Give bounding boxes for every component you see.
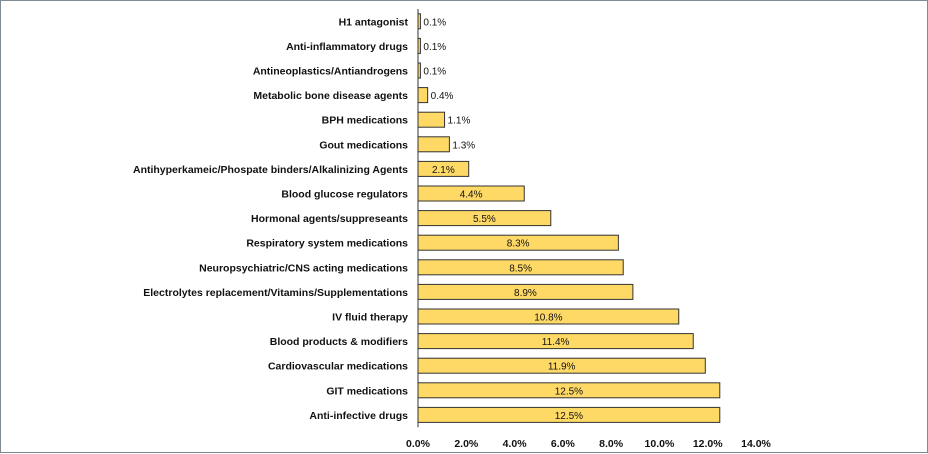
category-label-gout-medications: Gout medications bbox=[319, 139, 408, 151]
x-tick-label-2: 4.0% bbox=[503, 438, 528, 450]
value-label-cardiovascular-medications: 11.9% bbox=[548, 362, 576, 373]
category-label-electrolytes-replacement-vitamins-supplementations: Electrolytes replacement/Vitamins/Supple… bbox=[143, 287, 408, 299]
category-label-respiratory-system-medications: Respiratory system medications bbox=[246, 238, 408, 250]
bar-metabolic-bone-disease-agents bbox=[417, 87, 429, 104]
value-label-electrolytes-replacement-vitamins-supplementations: 8.9% bbox=[514, 288, 537, 299]
category-label-antineoplastics-antiandrogens: Antineoplastics/Antiandrogens bbox=[253, 66, 408, 78]
category-label-hormonal-agents-suppreseants: Hormonal agents/suppreseants bbox=[251, 213, 408, 225]
category-label-neuropsychiatric-cns-acting-medications: Neuropsychiatric/CNS acting medications bbox=[199, 262, 408, 274]
bar-gout-medications bbox=[417, 136, 450, 153]
bar-bph-medications bbox=[417, 111, 446, 128]
value-label-blood-glucose-regulators: 4.4% bbox=[460, 190, 483, 201]
category-label-cardiovascular-medications: Cardiovascular medications bbox=[268, 361, 408, 373]
category-label-h1-antagonist: H1 antagonist bbox=[339, 16, 409, 28]
x-tick-label-7: 14.0% bbox=[741, 438, 771, 450]
category-label-metabolic-bone-disease-agents: Metabolic bone disease agents bbox=[253, 90, 408, 102]
value-label-anti-infective-drugs: 12.5% bbox=[555, 411, 583, 422]
value-label-neuropsychiatric-cns-acting-medications: 8.5% bbox=[509, 263, 532, 274]
category-label-antihyperkameic-phospate-binders-alkalinizing-agents: Antihyperkameic/Phospate binders/Alkalin… bbox=[133, 164, 408, 176]
value-label-anti-inflammatory-drugs: 0.1% bbox=[423, 42, 446, 53]
value-label-respiratory-system-medications: 8.3% bbox=[507, 239, 530, 250]
x-tick-label-4: 8.0% bbox=[599, 438, 624, 450]
category-label-git-medications: GIT medications bbox=[326, 385, 408, 397]
category-label-bph-medications: BPH medications bbox=[322, 115, 409, 127]
value-label-h1-antagonist: 0.1% bbox=[423, 17, 446, 28]
value-label-hormonal-agents-suppreseants: 5.5% bbox=[473, 214, 496, 225]
x-tick-label-5: 10.0% bbox=[645, 438, 675, 450]
value-label-gout-medications: 1.3% bbox=[452, 140, 475, 151]
value-label-antihyperkameic-phospate-binders-alkalinizing-agents: 2.1% bbox=[432, 165, 455, 176]
value-label-bph-medications: 1.1% bbox=[448, 116, 471, 127]
category-label-iv-fluid-therapy: IV fluid therapy bbox=[332, 312, 408, 324]
value-label-git-medications: 12.5% bbox=[555, 386, 583, 397]
value-label-iv-fluid-therapy: 10.8% bbox=[534, 313, 562, 324]
category-labels: H1 antagonist Anti-inflammatory drugs Anti… bbox=[133, 16, 409, 422]
category-label-anti-infective-drugs: Anti-infective drugs bbox=[309, 410, 408, 422]
value-label-metabolic-bone-disease-agents: 0.4% bbox=[431, 91, 454, 102]
x-tick-label-6: 12.0% bbox=[693, 438, 723, 450]
x-axis-ticks: 0.0% 2.0% 4.0% 6.0% 8.0% 10.0% 12.0% 14.0% bbox=[406, 438, 772, 450]
value-label-antineoplastics-antiandrogens: 0.1% bbox=[423, 67, 446, 78]
category-label-blood-glucose-regulators: Blood glucose regulators bbox=[281, 189, 408, 201]
bars-group bbox=[417, 13, 721, 423]
category-label-anti-inflammatory-drugs: Anti-inflammatory drugs bbox=[286, 41, 408, 53]
value-label-blood-products-modifiers: 11.4% bbox=[542, 337, 570, 348]
value-labels: 0.1% 0.1% 0.1% 0.4% 1.1% 1.3% 2.1% 4.4% 5.5% 8.3%… bbox=[423, 17, 583, 422]
x-tick-label-0: 0.0% bbox=[406, 438, 431, 450]
x-tick-label-3: 6.0% bbox=[551, 438, 576, 450]
x-tick-label-1: 2.0% bbox=[454, 438, 479, 450]
category-label-blood-products-modifiers: Blood products & modifiers bbox=[270, 336, 408, 348]
